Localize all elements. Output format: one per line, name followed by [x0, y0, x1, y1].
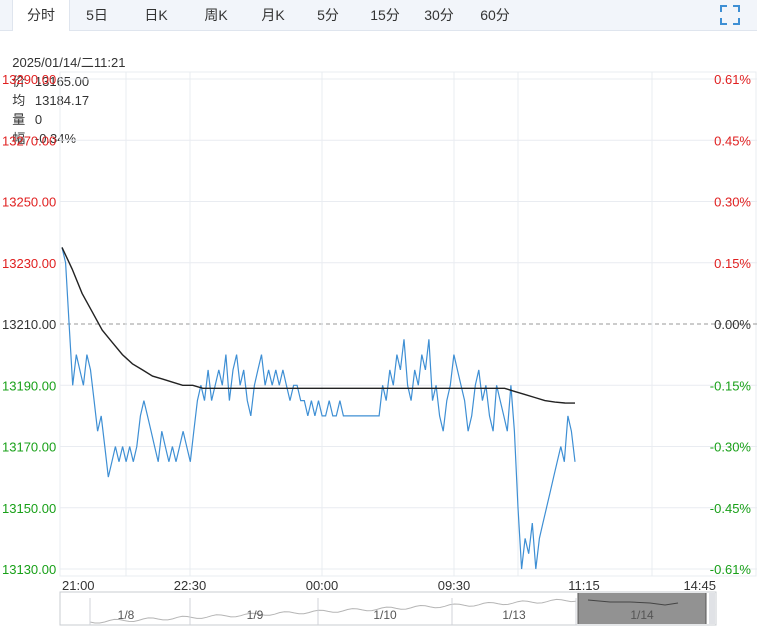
- info-price: 13165.00: [34, 74, 90, 89]
- y-tick-left: 13270.00: [2, 133, 56, 148]
- tab-8[interactable]: 60分: [480, 7, 510, 23]
- navigator-date-label: 1/13: [502, 608, 526, 622]
- info-datetime: 2025/01/14/二11:21: [12, 55, 126, 70]
- y-tick-left: 13130.00: [2, 562, 56, 577]
- y-tick-right: -0.30%: [710, 440, 752, 455]
- y-tick-right: 0.00%: [714, 317, 751, 332]
- y-tick-right: 0.15%: [714, 256, 751, 271]
- y-tick-right: 0.61%: [714, 72, 751, 87]
- tab-7[interactable]: 30分: [424, 7, 454, 23]
- y-tick-right: 0.45%: [714, 133, 751, 148]
- average-price-line: [61, 247, 576, 404]
- info-price-label: 价: [12, 74, 26, 89]
- x-tick-label: 21:00: [62, 578, 95, 593]
- y-tick-left: 13290.00: [2, 72, 56, 87]
- period-tab-bar: 分时 5日 日K 周K 月K 5分 15分 30分 60分: [0, 0, 757, 31]
- navigator-overview-line: [89, 598, 577, 624]
- y-tick-right: -0.61%: [710, 562, 752, 577]
- y-tick-left: 13250.00: [2, 195, 56, 210]
- price-line: [61, 247, 576, 570]
- x-tick-label: 09:30: [438, 578, 471, 593]
- info-avg: 13184.17: [34, 93, 90, 108]
- y-tick-right: -0.45%: [710, 501, 752, 516]
- navigator-date-label: 1/8: [118, 608, 135, 622]
- quote-info-bar: 2025/01/14/二11:21 价 13165.00 均 13184.17 …: [5, 37, 131, 147]
- x-tick-label: 00:00: [306, 578, 339, 593]
- y-tick-right: -0.15%: [710, 378, 752, 393]
- navigator-date-label: 1/9: [247, 608, 264, 622]
- navigator-date-label: 1/10: [373, 608, 397, 622]
- info-volume-label: 量: [12, 112, 26, 127]
- info-volume: 0: [34, 112, 43, 127]
- tab-2[interactable]: 日K: [144, 7, 168, 23]
- tab-0[interactable]: 分时: [12, 0, 70, 31]
- tab-3[interactable]: 周K: [204, 7, 228, 23]
- tab-4[interactable]: 月K: [261, 7, 285, 23]
- x-tick-label: 11:15: [568, 578, 600, 593]
- navigator-scrollbar: [709, 593, 715, 624]
- y-tick-left: 13150.00: [2, 501, 56, 516]
- y-tick-left: 13230.00: [2, 256, 56, 271]
- tab-5[interactable]: 5分: [317, 7, 339, 23]
- tab-6[interactable]: 15分: [370, 7, 400, 23]
- navigator-selection: [578, 593, 706, 624]
- info-change: -0.34%: [34, 131, 77, 146]
- y-tick-left: 13170.00: [2, 440, 56, 455]
- x-tick-label: 14:45: [683, 578, 716, 593]
- y-tick-left: 13210.00: [2, 317, 56, 332]
- x-tick-label: 22:30: [174, 578, 207, 593]
- info-change-label: 幅: [12, 131, 26, 146]
- fullscreen-button[interactable]: [719, 4, 741, 26]
- y-tick-right: 0.30%: [714, 195, 751, 210]
- tab-1[interactable]: 5日: [86, 7, 108, 23]
- expand-icon: [720, 5, 740, 25]
- navigator-date-label: 1/14: [630, 608, 654, 622]
- info-avg-label: 均: [12, 93, 26, 108]
- navigator-selection-line: [587, 599, 679, 606]
- y-tick-left: 13190.00: [2, 378, 56, 393]
